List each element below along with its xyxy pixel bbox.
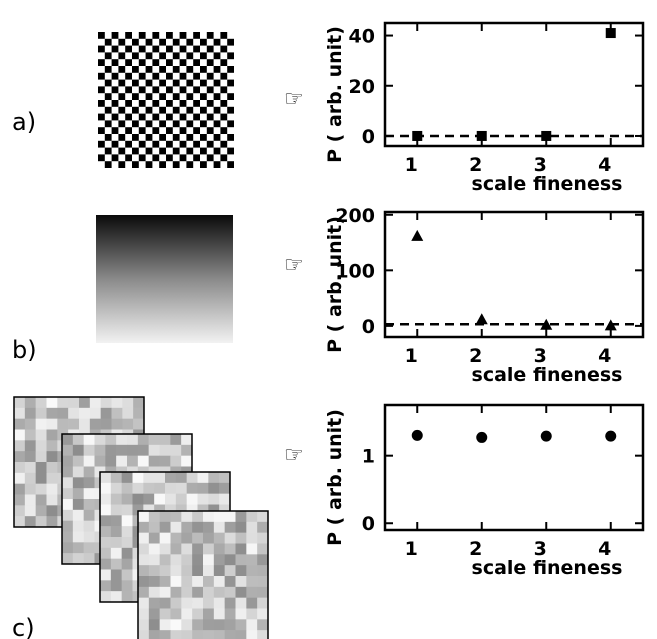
data-point — [476, 130, 487, 141]
panel-label-c: c) — [12, 614, 35, 639]
data-point — [604, 319, 617, 331]
x-tick-label: 2 — [469, 154, 482, 176]
y-tick-label: 100 — [335, 260, 375, 282]
x-tick-label: 2 — [469, 538, 482, 560]
y-tick-label: 200 — [335, 205, 375, 227]
y-tick-label: 40 — [349, 26, 375, 48]
y-axis-label: P ( arb. unit) — [324, 216, 346, 353]
data-point — [605, 28, 616, 39]
data-point — [476, 431, 488, 443]
x-tick-label: 4 — [598, 345, 611, 367]
data-point — [411, 429, 423, 441]
plot-frame — [383, 210, 645, 339]
x-axis-label: scale fineness — [472, 364, 623, 386]
pointer-icon-c: ☞ — [284, 443, 304, 468]
x-tick-label: 3 — [534, 538, 547, 560]
plot-frame — [383, 21, 645, 148]
pointer-icon-a: ☞ — [284, 87, 304, 112]
x-tick-label: 3 — [534, 154, 547, 176]
data-point — [605, 430, 617, 442]
panel-label-b: b) — [12, 336, 37, 364]
data-point — [411, 229, 424, 241]
x-tick-label: 3 — [534, 345, 547, 367]
y-axis-label: P ( arb. unit) — [324, 409, 346, 546]
x-tick-label: 4 — [598, 538, 611, 560]
y-tick-label: 20 — [349, 76, 375, 98]
data-point — [540, 430, 552, 442]
checkerboard-pattern — [98, 32, 234, 168]
panel-label-a: a) — [12, 108, 36, 136]
gradient-pattern — [96, 215, 233, 343]
y-tick-label: 0 — [362, 126, 375, 148]
y-tick-label: 0 — [362, 513, 375, 535]
x-axis-label: scale fineness — [472, 557, 623, 579]
x-tick-label: 1 — [405, 538, 418, 560]
pointer-icon-b: ☞ — [284, 253, 304, 278]
data-point — [540, 318, 553, 330]
x-axis-label: scale fineness — [472, 173, 623, 195]
y-tick-label: 0 — [362, 316, 375, 338]
plot-frame — [383, 403, 645, 532]
x-tick-label: 4 — [598, 154, 611, 176]
y-tick-label: 1 — [362, 446, 375, 468]
y-axis-label: P ( arb. unit) — [324, 26, 346, 163]
data-point — [541, 130, 552, 141]
data-point — [475, 313, 488, 325]
data-point — [412, 130, 423, 141]
x-tick-label: 1 — [405, 345, 418, 367]
x-tick-label: 2 — [469, 345, 482, 367]
random-noise-stack — [13, 396, 269, 639]
x-tick-label: 1 — [405, 154, 418, 176]
